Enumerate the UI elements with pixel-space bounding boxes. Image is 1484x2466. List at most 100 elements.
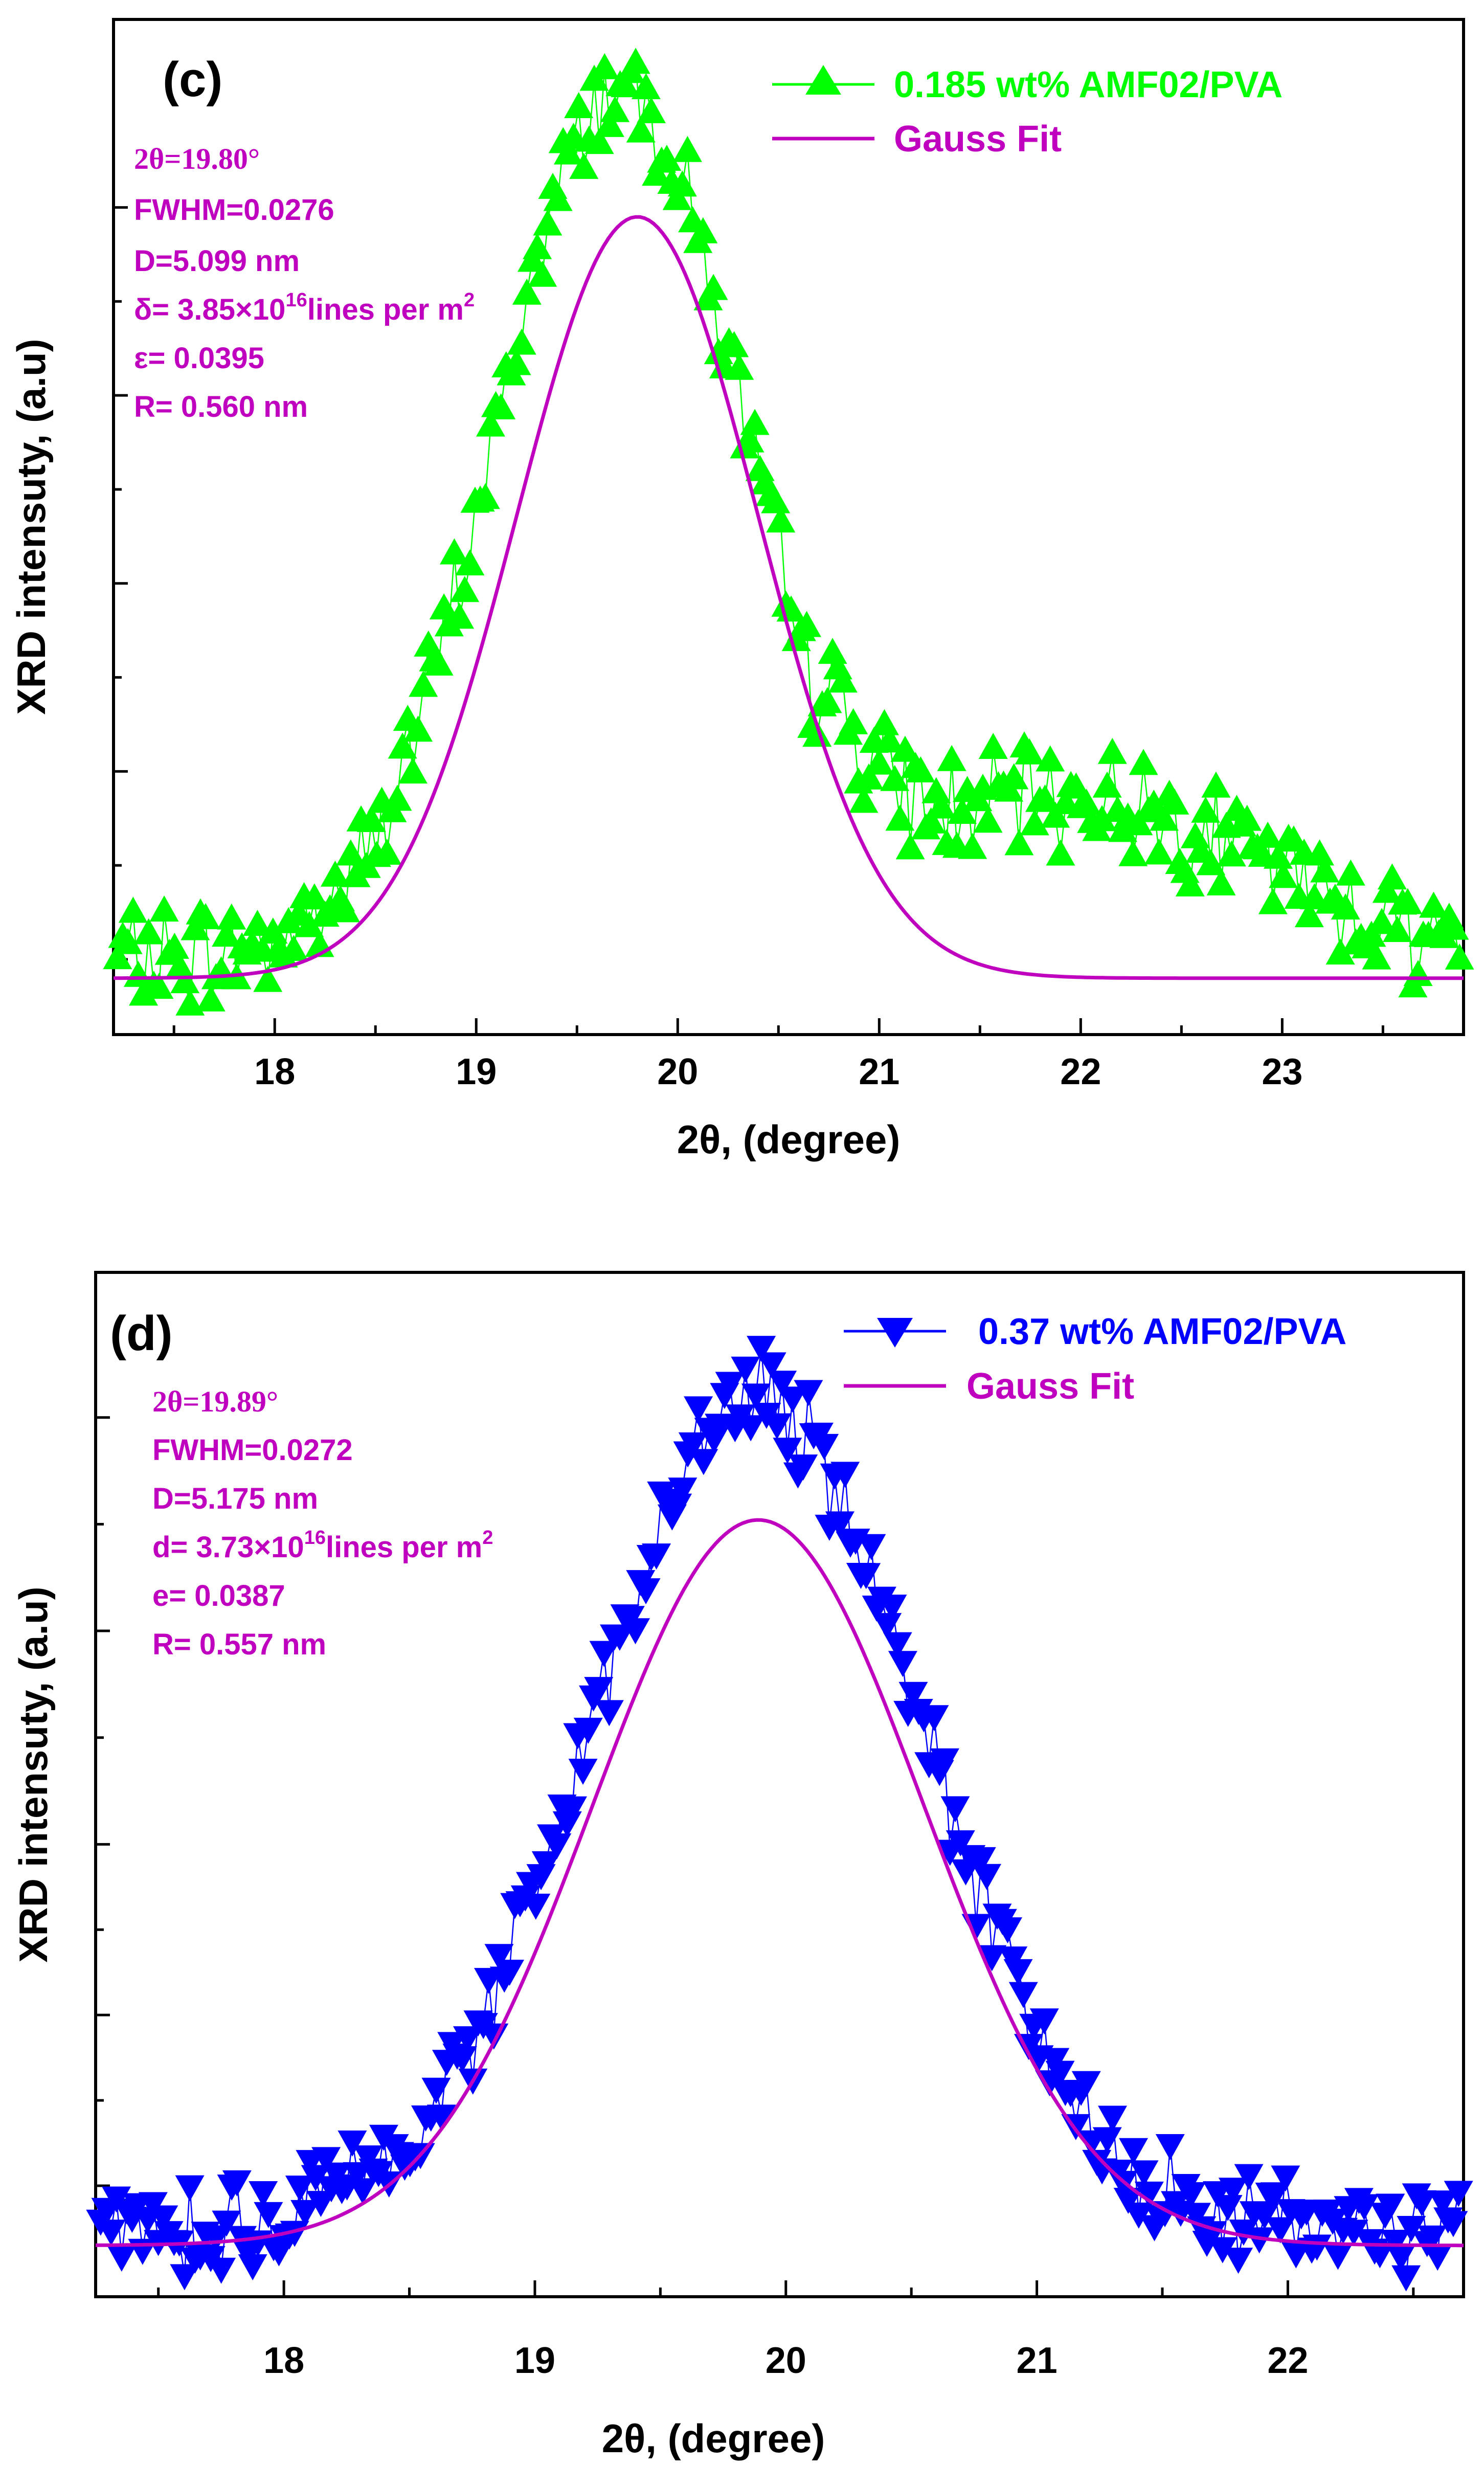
data-point — [999, 763, 1029, 790]
data-point — [1323, 2244, 1353, 2270]
data-point — [338, 2131, 367, 2157]
data-point — [642, 160, 671, 186]
data-point — [966, 1847, 996, 1873]
data-markers — [103, 48, 1474, 1016]
data-point — [937, 745, 966, 771]
data-point — [1119, 2138, 1149, 2164]
data-point — [1397, 2215, 1426, 2242]
data-point — [898, 1682, 928, 1708]
data-point — [1071, 2071, 1101, 2097]
data-point — [201, 2225, 231, 2252]
annotation-dislocation-prefix: d= 3.73×10 — [152, 1531, 304, 1564]
data-point — [757, 1352, 786, 1379]
data-point — [919, 1705, 949, 1732]
data-point — [888, 1651, 917, 1677]
data-point — [792, 611, 821, 637]
data-point — [584, 128, 614, 154]
annotation-dislocation-unit-exponent: 2 — [464, 289, 475, 311]
legend: 0.37 wt% AMF02/PVA Gauss Fit — [844, 1311, 1346, 1407]
data-point — [1403, 960, 1433, 987]
data-point — [1029, 2008, 1059, 2035]
x-tick-label: 20 — [766, 2340, 806, 2381]
annotation-dislocation-exponent: 16 — [304, 1527, 326, 1549]
data-point — [1160, 788, 1189, 815]
panel-label: (d) — [110, 1306, 173, 1361]
data-point — [1428, 2190, 1457, 2217]
annotation-dislocation-unit: lines per m — [307, 293, 464, 326]
data-point — [600, 96, 630, 122]
annotation-interchain-distance: R= 0.557 nm — [152, 1628, 326, 1661]
data-point — [258, 917, 288, 944]
data-point — [839, 708, 868, 734]
data-point — [1176, 2182, 1206, 2208]
data-point — [445, 602, 475, 629]
data-point — [1258, 888, 1288, 914]
data-point — [254, 2202, 283, 2228]
data-point — [409, 670, 438, 697]
data-point — [1423, 2245, 1452, 2271]
data-point — [336, 839, 366, 866]
data-point — [1253, 821, 1283, 848]
data-point — [684, 1396, 713, 1423]
data-point — [533, 209, 563, 236]
annotation-dislocation-prefix: δ= 3.85×10 — [134, 293, 285, 326]
x-ticks — [172, 1018, 1384, 1035]
data-point — [212, 2210, 241, 2237]
data-point — [502, 349, 531, 375]
data-point — [521, 1893, 551, 1920]
data-point — [320, 860, 350, 887]
data-point — [1218, 2178, 1248, 2204]
annotation-dislocation-exponent: 16 — [285, 289, 307, 311]
data-point — [1438, 2211, 1468, 2237]
data-point — [621, 1618, 650, 1645]
legend-triangle-down-icon — [877, 1318, 913, 1348]
data-point — [353, 2145, 383, 2172]
data-point — [512, 278, 542, 305]
data-point — [1419, 891, 1448, 918]
data-point — [1036, 745, 1065, 772]
annotation-dislocation-unit-exponent: 2 — [482, 1527, 493, 1549]
data-point — [249, 2181, 278, 2208]
plot-frame — [112, 18, 1465, 1036]
data-point — [301, 2165, 330, 2191]
data-point — [212, 921, 241, 947]
data-point — [543, 185, 573, 211]
data-point — [564, 92, 594, 119]
data-point — [857, 1534, 886, 1560]
annotation-block: 2θ=19.80° FWHM=0.0276 D=5.099 nm δ= 3.85… — [134, 142, 475, 423]
data-point — [1263, 842, 1293, 869]
annotation-2theta: 2θ=19.89° — [152, 1385, 278, 1418]
data-point — [453, 2026, 482, 2053]
data-point — [295, 911, 324, 937]
data-point — [747, 1336, 776, 1362]
data-point — [217, 903, 246, 930]
annotation-fwhm: FWHM=0.0276 — [134, 193, 334, 227]
data-point — [222, 2170, 252, 2196]
data-point — [631, 73, 661, 99]
data-point — [383, 784, 412, 811]
data-point — [715, 1372, 745, 1398]
data-point — [778, 1386, 807, 1413]
x-tick-label: 21 — [1017, 2340, 1058, 2381]
data-point — [1072, 789, 1101, 815]
y-ticks — [114, 206, 128, 961]
data-point — [885, 804, 915, 831]
legend: 0.185 wt% AMF02/PVA Gauss Fit — [772, 64, 1283, 160]
x-tick-label: 18 — [254, 1051, 295, 1092]
data-point — [429, 593, 459, 620]
data-point — [1004, 829, 1034, 856]
annotation-crystallite-size: D=5.099 nm — [134, 244, 300, 278]
annotation-dislocation-density: δ= 3.85×1016lines per m2 — [134, 289, 475, 326]
data-point — [1362, 943, 1391, 970]
data-point — [830, 1462, 860, 1488]
data-point — [123, 960, 153, 987]
data-point — [1045, 2060, 1075, 2087]
data-point — [972, 1864, 1001, 1890]
data-point — [118, 896, 148, 923]
data-point — [470, 483, 500, 509]
data-point — [569, 152, 599, 179]
data-point — [426, 2104, 456, 2131]
data-point — [1061, 772, 1091, 799]
data-point — [495, 1959, 525, 1986]
data-markers — [86, 1336, 1473, 2292]
